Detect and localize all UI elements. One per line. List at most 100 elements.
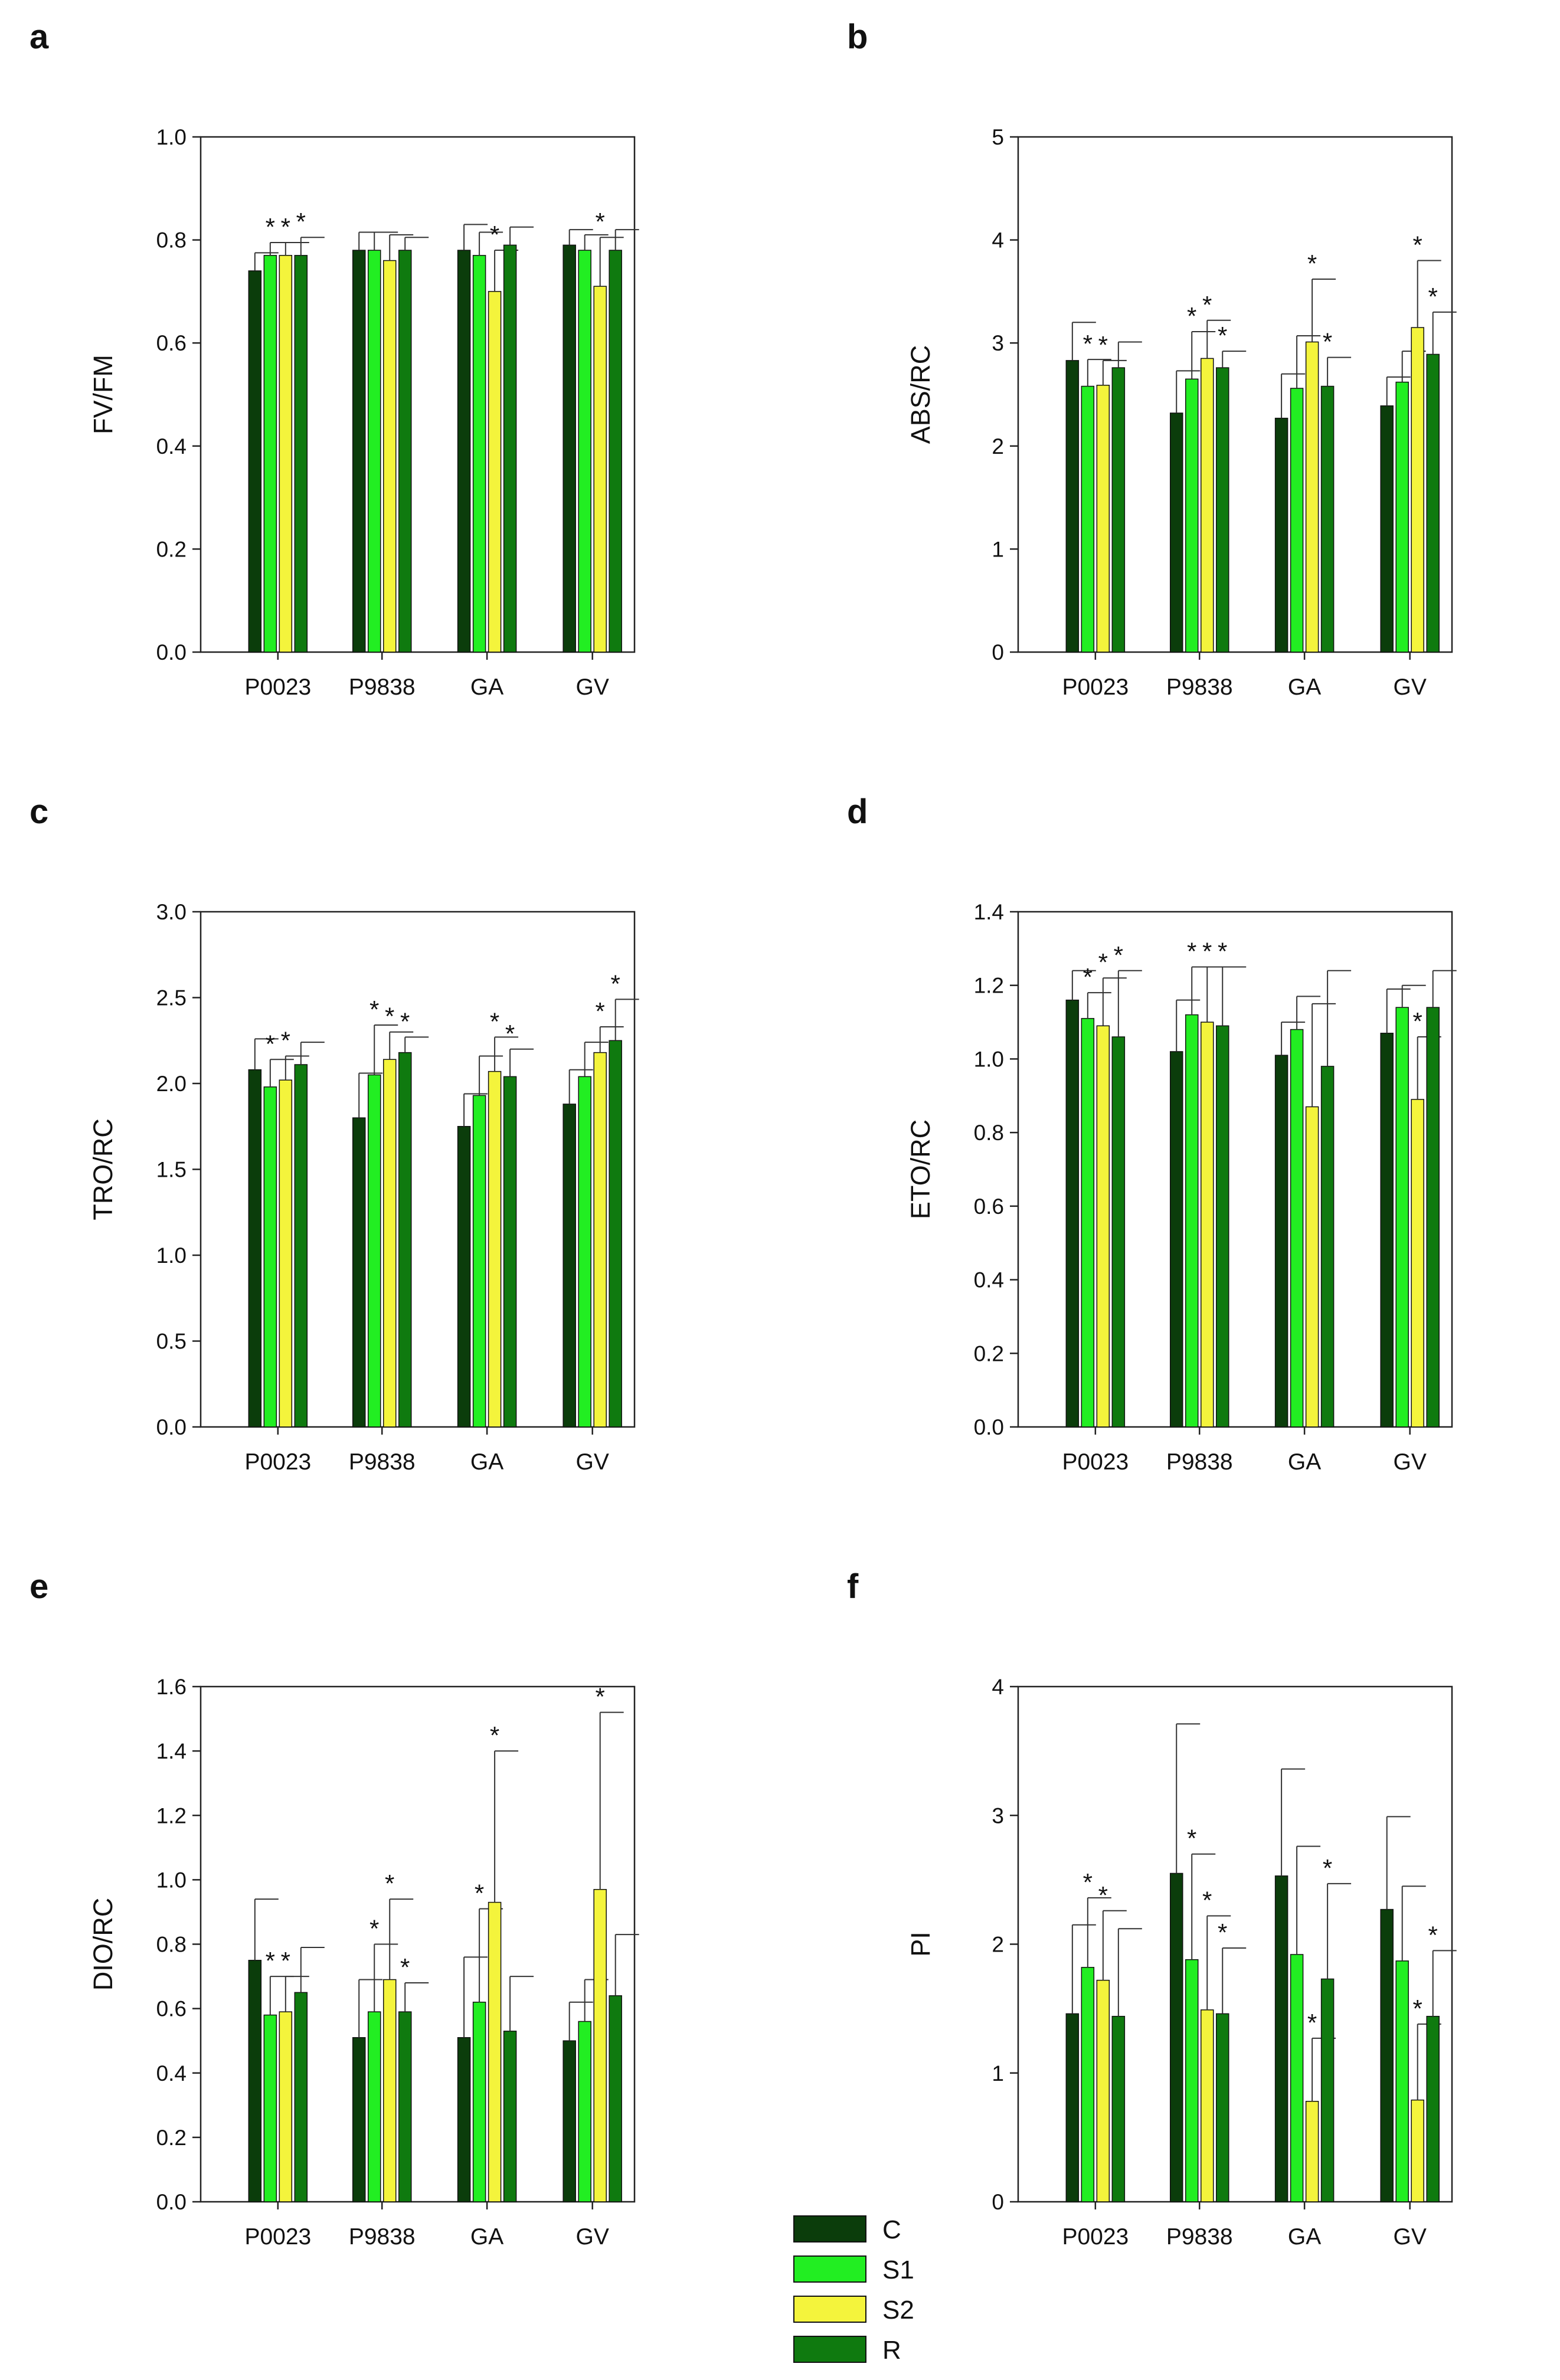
bar-a-S1-GV: [578, 250, 591, 653]
bar-f-S1-GA: [1290, 1954, 1304, 2202]
bar-c-S1-P0023: [263, 1086, 277, 1428]
significance-star-a-S1-P0023: *: [266, 213, 275, 241]
y-axis-title-c: TRO/RC: [88, 1118, 118, 1220]
significance-star-e-S1-P9838: *: [369, 1915, 379, 1943]
x-tick-label-f-2: GA: [1288, 2224, 1321, 2250]
bar-c-S2-GA: [488, 1070, 502, 1428]
bar-f-C-GA: [1274, 1875, 1288, 2202]
bar-c-S1-GV: [578, 1076, 591, 1428]
significance-star-d-R-P9838: *: [1218, 938, 1227, 965]
bar-a-S2-GA: [488, 291, 502, 653]
bar-d-R-P9838: [1215, 1025, 1229, 1428]
x-tick-label-b-1: P9838: [1166, 675, 1233, 700]
bar-e-R-GV: [609, 1995, 622, 2202]
bar-b-R-P9838: [1215, 367, 1229, 653]
bar-e-C-P9838: [352, 2037, 366, 2202]
significance-star-c-R-GV: *: [611, 970, 620, 997]
bar-e-C-P0023: [248, 1960, 262, 2202]
bar-e-S1-P9838: [367, 2011, 381, 2202]
x-tick-label-c-3: GV: [576, 1449, 609, 1475]
significance-star-c-S2-GV: *: [596, 997, 605, 1025]
y-tick-label-e-0: 0.0: [156, 2190, 187, 2214]
bar-d-S2-GV: [1411, 1099, 1424, 1428]
x-tick-label-d-2: GA: [1288, 1449, 1321, 1475]
y-tick-label-b-1: 1: [992, 537, 1004, 561]
y-tick-label-e-8: 1.6: [156, 1675, 187, 1699]
x-tick-label-d-3: GV: [1394, 1449, 1427, 1475]
y-tick-label-b-5: 5: [992, 125, 1004, 149]
significance-star-e-S2-P9838: *: [385, 1870, 394, 1897]
bar-b-S2-P0023: [1096, 385, 1110, 653]
bar-d-S2-GA: [1305, 1106, 1319, 1428]
significance-star-e-R-P9838: *: [400, 1953, 410, 1981]
y-tick-label-c-1: 0.5: [156, 1330, 187, 1354]
bar-e-S1-GV: [578, 2021, 591, 2202]
y-tick-label-f-2: 2: [992, 1933, 1004, 1957]
plot-frame-b: [1017, 136, 1453, 653]
significance-star-b-S2-P0023: *: [1098, 331, 1108, 359]
bar-d-S1-GV: [1395, 1007, 1409, 1428]
bar-b-S1-GA: [1290, 388, 1304, 653]
x-tick-label-d-1: P9838: [1166, 1449, 1233, 1475]
bar-f-R-GA: [1320, 1978, 1335, 2202]
x-tick-label-f-0: P0023: [1062, 2224, 1129, 2250]
bar-f-S2-GV: [1411, 2099, 1424, 2202]
y-tick-label-e-7: 1.4: [156, 1739, 187, 1763]
bar-b-R-GV: [1426, 353, 1440, 653]
y-tick-label-d-0: 0.0: [974, 1415, 1004, 1439]
x-tick-label-e-3: GV: [576, 2224, 609, 2250]
bar-b-C-P0023: [1065, 360, 1080, 653]
bar-a-S1-GA: [472, 255, 486, 653]
panel-letter-d: d: [847, 793, 868, 831]
bar-e-R-GA: [503, 2031, 517, 2202]
significance-star-c-S2-P9838: *: [385, 1003, 394, 1030]
significance-star-b-R-GA: *: [1323, 328, 1332, 356]
bar-b-S1-P0023: [1081, 385, 1095, 653]
significance-star-f-R-P9838: *: [1218, 1919, 1227, 1946]
bar-c-S1-GA: [472, 1095, 486, 1428]
significance-star-b-S2-GA: *: [1307, 250, 1317, 277]
y-tick-label-a-2: 0.4: [156, 434, 187, 459]
bar-a-R-GV: [609, 250, 622, 653]
bar-b-S2-P9838: [1200, 358, 1214, 653]
y-tick-label-b-0: 0: [992, 640, 1004, 664]
bar-b-C-GV: [1380, 405, 1394, 653]
y-tick-label-d-2: 0.4: [974, 1268, 1004, 1292]
bar-f-R-P0023: [1111, 2015, 1126, 2202]
significance-star-d-S2-GV: *: [1413, 1007, 1422, 1035]
significance-star-a-S2-GV: *: [596, 208, 605, 235]
bar-c-R-P9838: [398, 1052, 412, 1428]
bar-d-S2-P9838: [1200, 1022, 1214, 1428]
y-tick-label-d-3: 0.6: [974, 1194, 1004, 1219]
x-tick-label-e-2: GA: [470, 2224, 503, 2250]
x-tick-label-c-1: P9838: [349, 1449, 416, 1475]
significance-star-c-S1-P9838: *: [369, 996, 379, 1023]
legend-label-R: R: [882, 2336, 901, 2365]
bar-c-S2-P9838: [382, 1059, 397, 1428]
significance-star-f-S1-P0023: *: [1083, 1868, 1093, 1896]
bar-a-C-P0023: [248, 270, 262, 653]
significance-star-f-R-GV: *: [1428, 1921, 1438, 1949]
bar-b-S1-P9838: [1185, 378, 1199, 653]
bar-c-S2-GV: [593, 1052, 607, 1428]
bar-d-C-GA: [1274, 1055, 1288, 1428]
bar-b-C-GA: [1274, 417, 1288, 653]
x-tick-label-a-0: P0023: [244, 675, 311, 700]
bar-a-S2-GV: [593, 286, 607, 653]
y-tick-label-c-0: 0.0: [156, 1415, 187, 1439]
panel-letter-c: c: [30, 793, 48, 831]
x-tick-label-e-0: P0023: [244, 2224, 311, 2250]
x-tick-label-b-2: GA: [1288, 675, 1321, 700]
significance-star-f-S1-P9838: *: [1187, 1825, 1196, 1852]
bar-b-S1-GV: [1395, 381, 1409, 653]
significance-star-c-S2-P0023: *: [281, 1026, 290, 1054]
y-tick-label-f-3: 3: [992, 1803, 1004, 1828]
bar-b-S2-GV: [1411, 327, 1424, 653]
bar-c-R-GV: [609, 1040, 622, 1428]
bar-e-R-P0023: [294, 1992, 308, 2202]
x-tick-label-b-0: P0023: [1062, 675, 1129, 700]
x-tick-label-d-0: P0023: [1062, 1449, 1129, 1475]
y-tick-label-d-4: 0.8: [974, 1121, 1004, 1145]
y-tick-label-c-4: 2.0: [156, 1072, 187, 1096]
